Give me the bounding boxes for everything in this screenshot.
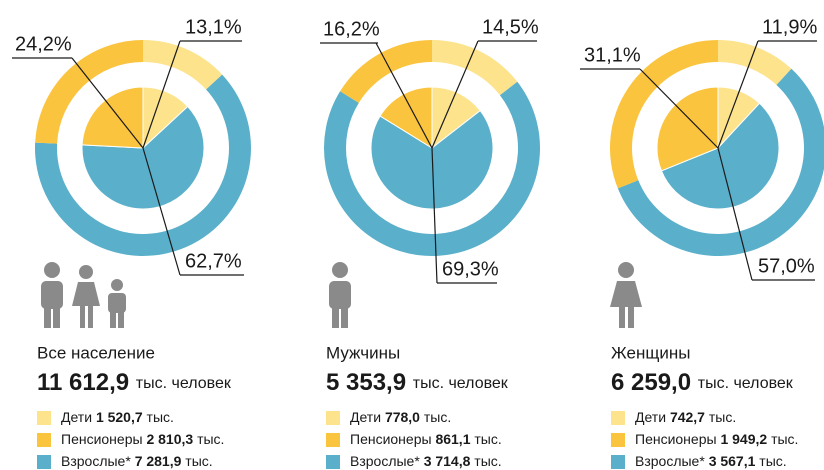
legend-swatch bbox=[611, 411, 625, 425]
percent-label: 24,2% bbox=[15, 33, 72, 55]
legend-unit: тыс. bbox=[759, 453, 786, 469]
legend-swatch bbox=[326, 433, 340, 447]
legend-entry: Дети 742,7 тыс. bbox=[635, 409, 736, 425]
legend-entry: Пенсионеры 861,1 тыс. bbox=[350, 431, 502, 447]
legend-name: Пенсионеры bbox=[350, 431, 432, 447]
ring-segment bbox=[323, 81, 540, 257]
legend-name: Пенсионеры bbox=[61, 431, 143, 447]
legend-amount: 3 567,1 bbox=[709, 453, 756, 469]
legend-swatch bbox=[326, 455, 340, 469]
total-value: 11 612,9 bbox=[37, 369, 129, 396]
legend-name: Взрослые* bbox=[635, 453, 705, 469]
legend-unit: тыс. bbox=[474, 431, 501, 447]
legend-unit: тыс. bbox=[185, 453, 212, 469]
ring-segment bbox=[617, 68, 824, 256]
legend-amount: 3 714,8 bbox=[424, 453, 471, 469]
leader-line bbox=[431, 40, 479, 149]
legend-amount: 778,0 bbox=[385, 409, 420, 425]
ring-segment bbox=[35, 40, 143, 144]
total-unit: тыс. человек bbox=[413, 375, 509, 392]
legend-swatch bbox=[611, 433, 625, 447]
group-title: Мужчины bbox=[326, 343, 400, 362]
legend-swatch bbox=[611, 455, 625, 469]
ring-segment bbox=[340, 40, 432, 103]
leader-line bbox=[142, 40, 181, 149]
legend-amount: 861,1 bbox=[435, 431, 470, 447]
legend-entry: Взрослые* 7 281,9 тыс. bbox=[61, 453, 213, 469]
legend-name: Взрослые* bbox=[350, 453, 420, 469]
leader-line bbox=[717, 40, 759, 149]
legend-unit: тыс. bbox=[197, 431, 224, 447]
legend-name: Взрослые* bbox=[61, 453, 131, 469]
percent-label: 31,1% bbox=[584, 44, 641, 66]
group-total: 5 353,9 тыс. человек bbox=[326, 369, 509, 396]
leader-line bbox=[375, 42, 433, 149]
legend-name: Дети bbox=[61, 409, 92, 425]
woman-icon bbox=[72, 265, 100, 328]
percent-label: 62,7% bbox=[185, 250, 242, 272]
legend-entry: Дети 778,0 тыс. bbox=[350, 409, 451, 425]
man-icon bbox=[329, 262, 351, 328]
total-unit: тыс. человек bbox=[698, 375, 794, 392]
man-icon bbox=[41, 262, 63, 328]
percent-label: 16,2% bbox=[323, 18, 380, 40]
legend-amount: 7 281,9 bbox=[135, 453, 182, 469]
leader-line bbox=[142, 147, 181, 276]
group-title: Женщины bbox=[611, 343, 690, 362]
ring-segment bbox=[610, 40, 718, 189]
pie-slice bbox=[656, 86, 719, 172]
legend-unit: тыс. bbox=[771, 431, 798, 447]
legend-name: Дети bbox=[635, 409, 666, 425]
legend-entry: Взрослые* 3 567,1 тыс. bbox=[635, 453, 787, 469]
legend-entry: Дети 1 520,7 тыс. bbox=[61, 409, 174, 425]
people-icons bbox=[41, 262, 642, 328]
total-value: 5 353,9 bbox=[326, 369, 406, 396]
percent-label: 13,1% bbox=[185, 16, 242, 38]
legend-entry: Пенсионеры 2 810,3 тыс. bbox=[61, 431, 224, 447]
child-icon bbox=[108, 279, 126, 328]
ring-segment bbox=[432, 40, 518, 96]
ring-segment bbox=[718, 40, 792, 85]
legend-amount: 1 520,7 bbox=[96, 409, 143, 425]
ring-segment bbox=[35, 74, 252, 257]
legend-swatch bbox=[326, 411, 340, 425]
total-unit: тыс. человек bbox=[136, 375, 232, 392]
pie-slice bbox=[81, 86, 144, 149]
legend-unit: тыс. bbox=[709, 409, 736, 425]
legend-swatch bbox=[37, 455, 51, 469]
woman-icon bbox=[610, 262, 642, 328]
percent-label: 57,0% bbox=[758, 255, 815, 277]
percent-label: 14,5% bbox=[482, 16, 539, 38]
legend-amount: 742,7 bbox=[670, 409, 705, 425]
group-title: Все население bbox=[37, 343, 155, 362]
legend-unit: тыс. bbox=[424, 409, 451, 425]
legend-name: Пенсионеры bbox=[635, 431, 717, 447]
leader-line bbox=[71, 57, 144, 149]
leader-line bbox=[639, 68, 719, 149]
legend-entry: Пенсионеры 1 949,2 тыс. bbox=[635, 431, 798, 447]
percent-label: 69,3% bbox=[442, 258, 499, 280]
legend-unit: тыс. bbox=[147, 409, 174, 425]
legend-name: Дети bbox=[350, 409, 381, 425]
legend-unit: тыс. bbox=[474, 453, 501, 469]
leader-line bbox=[431, 147, 438, 284]
legend-entry: Взрослые* 3 714,8 тыс. bbox=[350, 453, 502, 469]
total-value: 6 259,0 bbox=[611, 369, 691, 396]
pie-slice bbox=[379, 86, 433, 149]
legend-swatch bbox=[37, 411, 51, 425]
pie-slice bbox=[431, 86, 481, 150]
legend-amount: 1 949,2 bbox=[720, 431, 767, 447]
group-total: 6 259,0 тыс. человек bbox=[611, 369, 794, 396]
percent-label: 11,9% bbox=[762, 16, 817, 38]
ring-segment bbox=[143, 40, 223, 90]
leader-line bbox=[717, 147, 753, 281]
group-total: 11 612,9 тыс. человек bbox=[37, 369, 232, 396]
legend-swatch bbox=[37, 433, 51, 447]
pie-slice bbox=[81, 105, 205, 210]
legend-amount: 2 810,3 bbox=[146, 431, 193, 447]
